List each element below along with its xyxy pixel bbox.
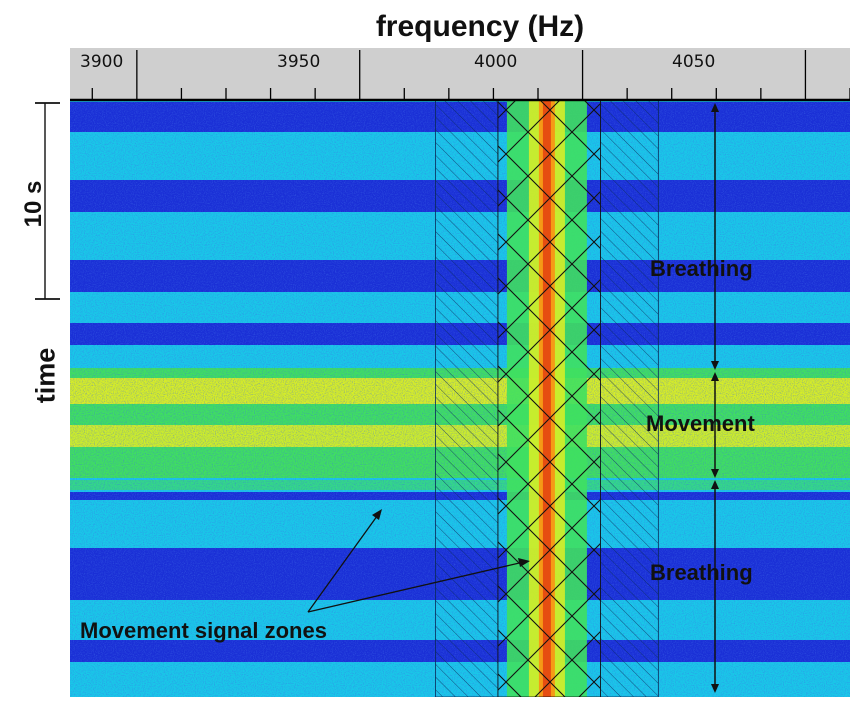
x-tick-label-4050: 4050 (672, 52, 716, 72)
y-axis-label: time (30, 347, 61, 404)
breathing-arrow-top-head-up (711, 103, 719, 112)
time-scale-label: 10 s (20, 180, 47, 228)
x-tick-label-3900: 3900 (80, 52, 124, 72)
carrier-crosshatch (497, 99, 601, 698)
x-tick-label-3950: 3950 (277, 52, 321, 72)
movement-zone-1 (435, 99, 499, 698)
segment-arrows (307, 103, 719, 693)
axis-bar (70, 48, 850, 100)
movement-arrow-head-up (711, 372, 719, 381)
zone-pointer-right (307, 560, 529, 613)
movement-zone-2 (600, 99, 659, 698)
breathing-arrow-bottom-head-up (711, 480, 719, 489)
x-tick-label-4000: 4000 (474, 52, 518, 72)
chart-title: frequency (Hz) (375, 10, 585, 43)
movement-arrow-head-down (711, 469, 719, 478)
segment-label-breathing-bottom: Breathing (650, 560, 753, 585)
breathing-arrow-bottom-head-down (711, 684, 719, 693)
zone-pointer-right-head (518, 558, 530, 567)
zone-pointer-left-head (372, 509, 382, 520)
movement-zones-annotation: Movement signal zones (80, 618, 327, 643)
frequency-axis (35, 48, 850, 300)
segment-label-breathing-top: Breathing (650, 256, 753, 281)
segment-label-movement: Movement (646, 411, 755, 436)
breathing-arrow-top-head-down (711, 361, 719, 370)
zone-pointer-left (307, 511, 381, 613)
movement-signal-zones (435, 99, 659, 698)
